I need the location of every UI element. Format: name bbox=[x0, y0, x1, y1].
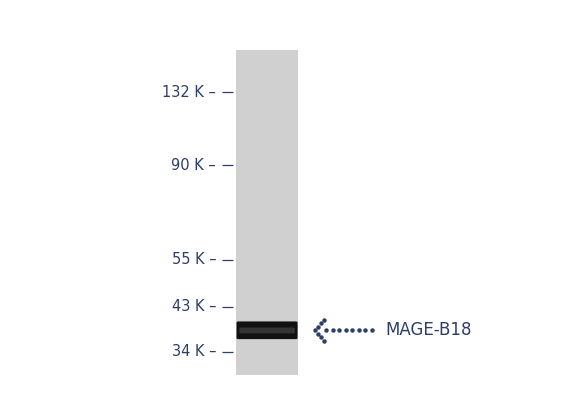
Text: 43 K –: 43 K – bbox=[172, 299, 216, 314]
Text: 55 K –: 55 K – bbox=[172, 252, 216, 267]
Text: 132 K –: 132 K – bbox=[162, 85, 216, 100]
Text: MAGE-B18: MAGE-B18 bbox=[386, 321, 472, 339]
Text: 90 K –: 90 K – bbox=[172, 158, 216, 173]
FancyBboxPatch shape bbox=[236, 322, 298, 339]
Bar bbox=[236, 50, 298, 375]
FancyBboxPatch shape bbox=[239, 328, 295, 333]
Text: 34 K –: 34 K – bbox=[172, 344, 216, 359]
